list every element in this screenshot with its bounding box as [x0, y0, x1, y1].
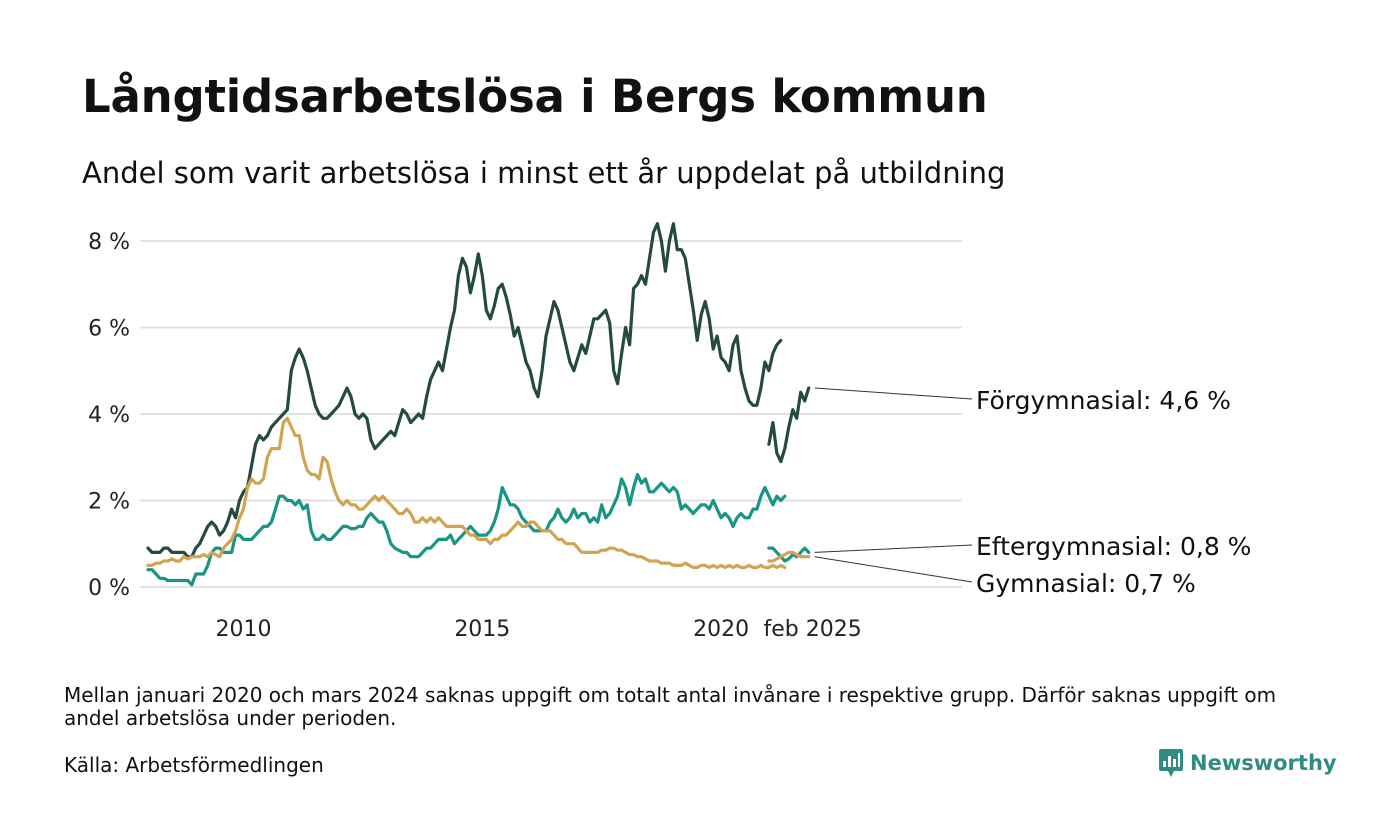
chart-subtitle: Andel som varit arbetslösa i minst ett å…: [82, 156, 1006, 190]
series-line-eftergymnasial: [767, 546, 811, 563]
chart-title: Långtidsarbetslösa i Bergs kommun: [82, 70, 988, 123]
end-labels: Förgymnasial: 4,6 % Eftergymnasial: 0,8 %…: [814, 386, 1251, 598]
y-axis-ticks: 0 % 2 % 4 % 6 % 8 %: [88, 230, 130, 601]
series-line-gymnasial: [767, 550, 811, 563]
x-tick-label: 2015: [454, 617, 510, 642]
label-leader-line: [814, 556, 973, 583]
grid-lines: [140, 239, 962, 588]
label-leader-line: [814, 387, 973, 400]
newsworthy-logo-icon: [1159, 749, 1183, 777]
series-lines: [146, 222, 811, 587]
line-chart: 0 % 2 % 4 % 6 % 8 % 2010 2015 2020 feb 2025 För…: [88, 222, 1251, 642]
label-leader-line: [814, 544, 973, 553]
series-line-förgymnasial: [767, 386, 811, 464]
y-tick-label: 0 %: [88, 576, 130, 601]
series-line-gymnasial: [146, 416, 787, 570]
x-axis-ticks: 2010 2015 2020 feb 2025: [216, 617, 862, 642]
x-tick-label: feb 2025: [764, 617, 862, 642]
x-tick-label: 2020: [693, 617, 749, 642]
y-tick-label: 2 %: [88, 489, 130, 514]
series-line-förgymnasial: [146, 222, 783, 559]
brand-logo: Newsworthy: [1158, 747, 1337, 779]
source-note: Källa: Arbetsförmedlingen: [64, 753, 324, 777]
end-label-eftergymnasial: Eftergymnasial: 0,8 %: [976, 532, 1251, 561]
y-tick-label: 4 %: [88, 403, 130, 428]
y-tick-label: 8 %: [88, 230, 130, 255]
end-label-gymnasial: Gymnasial: 0,7 %: [976, 569, 1196, 598]
end-label-förgymnasial: Förgymnasial: 4,6 %: [976, 386, 1231, 415]
y-tick-label: 6 %: [88, 316, 130, 341]
brand-name: Newsworthy: [1190, 751, 1337, 775]
footnote: Mellan januari 2020 och mars 2024 saknas…: [64, 683, 1277, 730]
x-tick-label: 2010: [216, 617, 272, 642]
